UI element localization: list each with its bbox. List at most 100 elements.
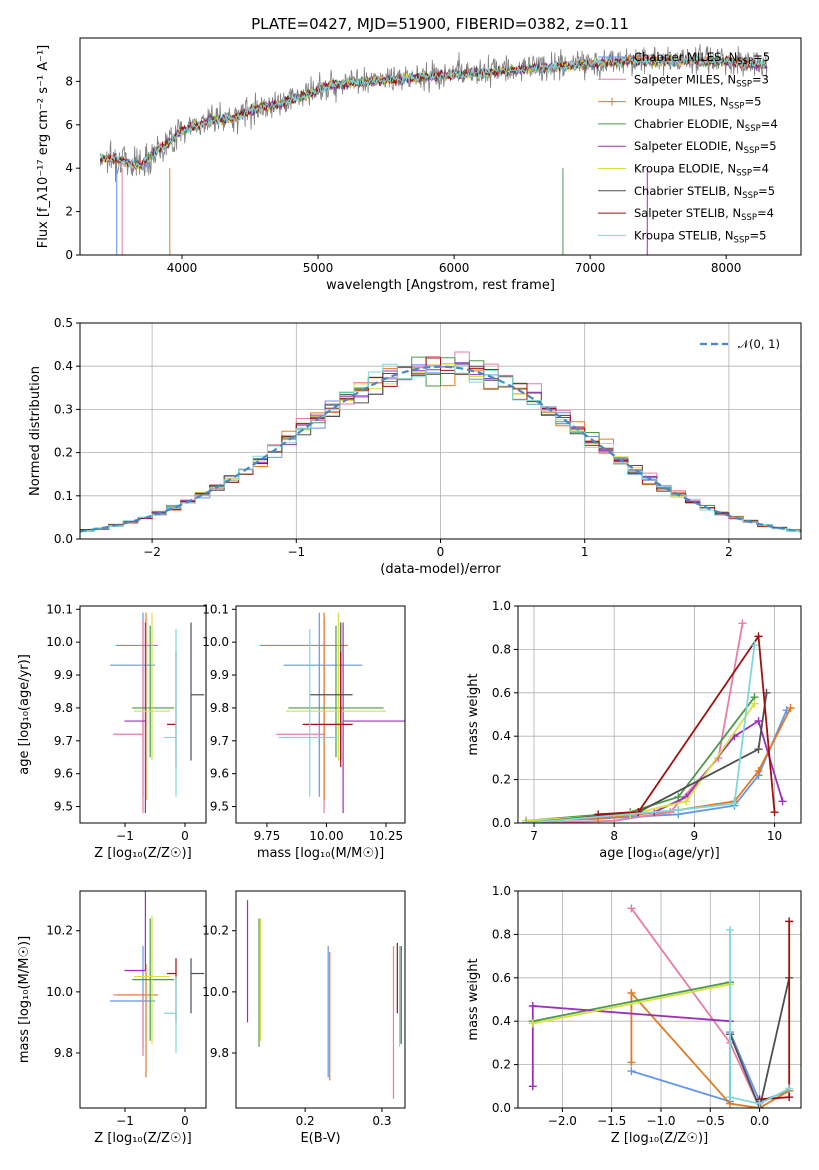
y-tick-label: 0.4: [54, 359, 73, 373]
plot-area: [259, 612, 405, 814]
weight-marker: [754, 717, 763, 726]
y-axis-label: Normed distribution: [28, 366, 43, 496]
x-tick-label: 4000: [167, 261, 198, 275]
plot-area: [246, 900, 402, 1099]
x-tick-label: 7: [530, 829, 538, 843]
axes-frame: [79, 890, 207, 1109]
x-tick-label: 8000: [711, 261, 742, 275]
y-tick-label: 0.1: [54, 489, 73, 503]
y-tick-label: 9.9: [210, 668, 229, 682]
x-axis-label: Z [log₁₀(Z/Z☉)]: [94, 1131, 191, 1146]
weight-line: [525, 644, 756, 823]
x-tick-label: 0.3: [372, 1114, 391, 1128]
y-tick-label: 9.8: [54, 1046, 73, 1060]
y-tick-label: 4: [65, 161, 73, 175]
y-tick-label: 0.4: [492, 1014, 511, 1028]
weight-marker: [778, 797, 787, 806]
x-tick-label: 10.00: [309, 829, 343, 843]
x-tick-label: −1.5: [597, 1114, 626, 1128]
axes-frame: [235, 890, 406, 1109]
y-axis-label: mass [log₁₀(M/M☉)]: [17, 936, 32, 1063]
weight-marker: [754, 745, 763, 754]
y-tick-label: 9.8: [54, 701, 73, 715]
legend-entry: Chabrier STELIB, NSSP=5: [634, 184, 775, 201]
weight-marker: [738, 619, 747, 628]
y-tick-label: 9.5: [210, 800, 229, 814]
axes-frame: [79, 322, 802, 540]
legend-entry: Salpeter ELODIE, NSSP=5: [634, 139, 777, 156]
x-tick-label: 1: [581, 545, 589, 559]
weight-marker: [785, 1084, 794, 1093]
y-tick-label: 0: [65, 248, 73, 262]
weight-marker: [750, 699, 759, 708]
axes-spectrum: 4000 5000 6000 7000 8000 0 2 4 6 8 wavelength [Ang…: [36, 15, 802, 293]
y-tick-label: 10.2: [46, 924, 73, 938]
weight-marker: [726, 926, 735, 935]
x-tick-label: −0.5: [696, 1114, 725, 1128]
weight-line: [525, 623, 744, 823]
plot-area: [80, 351, 801, 533]
y-tick-label: 6: [65, 118, 73, 132]
weight-line: [532, 981, 731, 1023]
y-tick-label: 0.0: [54, 532, 73, 546]
weight-marker: [522, 819, 531, 823]
axes-frame: [79, 605, 207, 824]
x-axis-label: wavelength [Angstrom, rest frame]: [326, 278, 555, 293]
weight-marker: [634, 808, 643, 817]
weight-marker: [786, 703, 795, 712]
x-tick-label: 5000: [303, 261, 334, 275]
weight-marker: [770, 808, 779, 817]
y-tick-label: 9.7: [210, 734, 229, 748]
axes-residuals: −2 −1 0 1 2 0.0 0.1 0.2 0.3 0.4 0.5 (data-model)/er…: [28, 316, 802, 577]
weight-marker: [674, 792, 683, 801]
normal-curve: [80, 365, 801, 533]
weight-marker: [726, 1093, 735, 1102]
y-tick-label: 10.0: [46, 635, 73, 649]
x-tick-label: 6000: [439, 261, 470, 275]
y-tick-label: 10.0: [46, 985, 73, 999]
y-tick-label: 0.2: [492, 1058, 511, 1072]
plot-area: [528, 904, 794, 1108]
x-axis-label: Z [log₁₀(Z/Z☉)]: [611, 1131, 708, 1146]
legend-entry: Salpeter STELIB, NSSP=4: [634, 206, 774, 223]
y-tick-label: 10.1: [202, 602, 229, 616]
axes-frame: [517, 605, 802, 824]
x-tick-label: 9.75: [254, 829, 281, 843]
y-tick-label: 0.8: [492, 927, 511, 941]
y-tick-label: 9.8: [210, 1046, 229, 1060]
weight-line: [729, 930, 790, 1105]
weight-line: [598, 633, 776, 816]
x-tick-label: −1: [116, 829, 134, 843]
x-tick-label: −2: [143, 545, 161, 559]
weight-marker: [754, 766, 763, 775]
y-tick-label: 10.0: [202, 635, 229, 649]
legend-entry: Kroupa ELODIE, NSSP=4: [634, 162, 769, 179]
axes-frame: [235, 605, 406, 824]
x-axis-label: (data-model)/error: [380, 562, 501, 577]
weight-marker: [528, 1002, 537, 1011]
x-tick-label: −2.0: [548, 1114, 577, 1128]
axes-age-mass: 9.75 10.00 10.25 9.5 9.6 9.7 9.8 9.9 10.0 10.1 mas…: [202, 602, 406, 861]
y-axis-label: Flux [f_λ10⁻¹⁷ erg cm⁻² s⁻¹ A⁻¹]: [36, 45, 51, 249]
weight-line: [759, 921, 791, 1101]
y-tick-label: 0.0: [492, 816, 511, 830]
weight-marker: [674, 805, 683, 814]
y-tick-label: 1.0: [492, 884, 511, 898]
y-tick-label: 9.7: [54, 734, 73, 748]
axes-frame: [79, 37, 802, 256]
y-tick-label: 0.6: [492, 686, 511, 700]
y-axis-label: mass weight: [466, 958, 481, 1040]
plot-area: [110, 612, 205, 814]
x-axis-label: mass [log₁₀(M/M☉)]: [257, 846, 384, 861]
x-tick-label: 0: [181, 829, 189, 843]
y-tick-label: 10.0: [202, 985, 229, 999]
y-tick-label: 0.3: [54, 402, 73, 416]
legend-entry: Salpeter MILES, NSSP=3: [634, 72, 769, 89]
legend-entry: Chabrier ELODIE, NSSP=4: [634, 117, 778, 134]
y-tick-label: 10.1: [46, 602, 73, 616]
axes-mass-EBV: 0.2 0.3 9.8 10.0 10.2 E(B-V): [202, 890, 406, 1146]
legend-entry: Kroupa MILES, NSSP=5: [634, 95, 761, 112]
weight-marker: [682, 797, 691, 806]
y-axis-label: age [log₁₀(age/yr)]: [17, 654, 32, 775]
x-axis-label: age [log₁₀(age/yr)]: [599, 846, 720, 861]
